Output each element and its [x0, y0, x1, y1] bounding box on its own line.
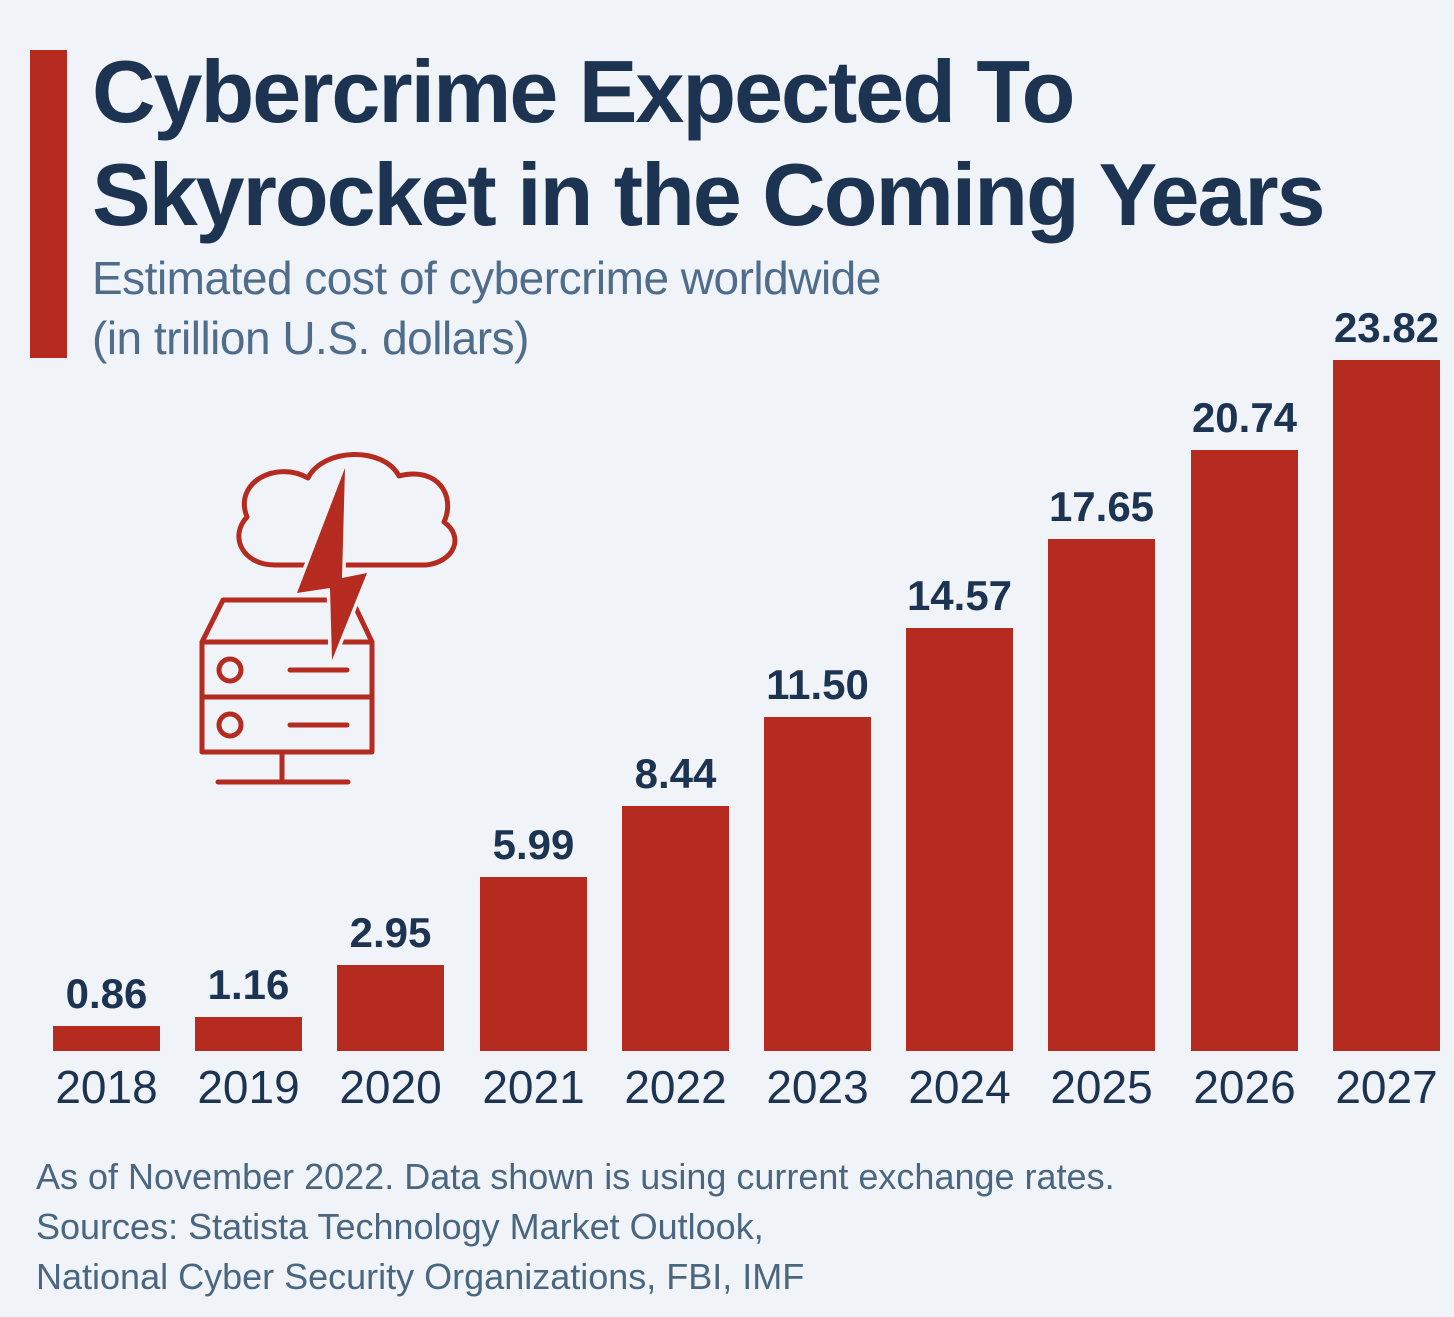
- x-tick-2027: 2027: [1335, 1061, 1438, 1113]
- bar-2023: [764, 717, 871, 1051]
- chart-subtitle-line1: Estimated cost of cybercrime worldwide: [92, 252, 881, 304]
- x-tick-2021: 2021: [482, 1061, 585, 1113]
- footnote-line3: National Cyber Security Organizations, F…: [36, 1256, 805, 1297]
- page-title: Cybercrime Expected To Skyrocket in the …: [92, 40, 1326, 246]
- x-tick-2022: 2022: [624, 1061, 727, 1113]
- bar-value-2018: 0.86: [65, 970, 148, 1017]
- bar-value-2019: 1.16: [207, 961, 290, 1008]
- x-tick-2020: 2020: [339, 1061, 442, 1113]
- x-tick-2019: 2019: [197, 1061, 300, 1113]
- title-accent-bar: [30, 50, 67, 358]
- bar-2025: [1048, 539, 1155, 1051]
- footnote-line2: Sources: Statista Technology Market Outl…: [36, 1206, 764, 1247]
- x-tick-2026: 2026: [1193, 1061, 1296, 1113]
- bar-2020: [337, 965, 444, 1051]
- bar-value-2025: 17.65: [1048, 483, 1155, 530]
- bar-2022: [622, 806, 729, 1051]
- bar-2027: [1333, 360, 1440, 1051]
- page-title-line2: Skyrocket in the Coming Years: [92, 145, 1326, 244]
- bar-value-2027: 23.82: [1333, 304, 1440, 351]
- server-icon: [199, 597, 375, 785]
- x-tick-2023: 2023: [766, 1061, 869, 1113]
- cloud-icon: [236, 452, 458, 568]
- x-tick-2024: 2024: [908, 1061, 1011, 1113]
- footnote: As of November 2022. Data shown is using…: [36, 1152, 1115, 1302]
- bar-value-2021: 5.99: [492, 821, 575, 868]
- bar-2024: [906, 628, 1013, 1051]
- bar-value-2026: 20.74: [1191, 394, 1298, 441]
- x-tick-2025: 2025: [1050, 1061, 1153, 1113]
- footnote-line1: As of November 2022. Data shown is using…: [36, 1156, 1115, 1197]
- bar-2026: [1191, 450, 1298, 1051]
- chart-subtitle: Estimated cost of cybercrime worldwide (…: [92, 248, 881, 368]
- bar-2019: [195, 1017, 302, 1051]
- chart-subtitle-line2: (in trillion U.S. dollars): [92, 312, 529, 364]
- x-tick-2018: 2018: [55, 1061, 158, 1113]
- lightning-bolt-icon: [291, 466, 373, 662]
- bar-value-2024: 14.57: [906, 572, 1013, 619]
- bar-value-2023: 11.50: [766, 661, 869, 708]
- cloud-lightning-server-icon: [199, 452, 458, 785]
- page-title-line1: Cybercrime Expected To: [92, 42, 1075, 141]
- bar-2018: [53, 1026, 160, 1051]
- bar-value-2022: 8.44: [634, 750, 717, 797]
- bar-2021: [480, 877, 587, 1051]
- bar-value-2020: 2.95: [349, 909, 432, 956]
